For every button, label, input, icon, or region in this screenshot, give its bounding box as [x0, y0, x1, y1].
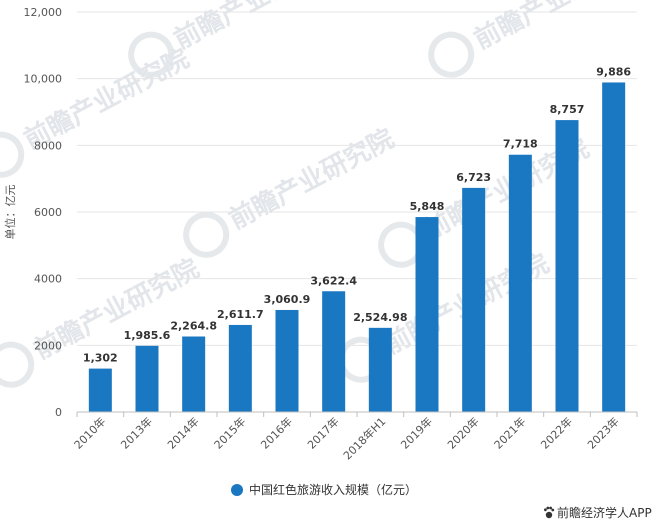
bar: [135, 345, 159, 412]
watermark: 前瞻产业研究院: [0, 43, 194, 178]
legend: 中国红色旅游收入规模（亿元）: [231, 482, 417, 497]
bar: [275, 309, 299, 412]
y-axis-title: 单位：亿元: [3, 185, 17, 240]
x-tick-label: 2014年: [164, 414, 201, 451]
brand: 前瞻经济学人APP: [544, 505, 652, 520]
data-label: 2,264.8: [170, 320, 217, 333]
bar: [368, 327, 392, 412]
x-tick-label: 2020年: [444, 414, 481, 451]
x-tick-label: 2016年: [258, 414, 295, 451]
bar: [508, 154, 532, 412]
paw-logo-icon: [544, 506, 555, 519]
gridlines: [77, 11, 637, 346]
bar: [415, 217, 439, 412]
x-tick-label: 2013年: [118, 414, 155, 451]
x-tick-label: 2010年: [71, 414, 108, 451]
data-labels: 1,302 1,985.62,264.82,611.73,060.9 3,622.4…: [83, 65, 631, 364]
legend-label: 中国红色旅游收入规模（亿元）: [249, 482, 417, 497]
data-label: 3,622.4: [310, 274, 357, 287]
x-axis-ticks: 2010年 2013年 2014年 2015年 2016年 2017年 2018年H1 201…: [71, 412, 638, 462]
data-label: 7,718: [503, 138, 538, 151]
bar: [555, 120, 579, 412]
x-tick-label: 2021年: [491, 414, 528, 451]
bar: [462, 187, 486, 412]
y-tick-label: 4000: [34, 273, 62, 286]
watermark: 前瞻产业研究院: [183, 123, 399, 258]
x-tick-label: 2018年H1: [340, 414, 388, 462]
y-tick-label: 0: [55, 406, 62, 419]
x-tick-label: 2019年: [398, 414, 435, 451]
bar: [228, 324, 252, 412]
legend-marker: [231, 484, 243, 496]
x-tick-label: 2022年: [538, 414, 575, 451]
data-label: 5,848: [410, 200, 445, 213]
bar: [322, 291, 346, 412]
bar-series: [88, 82, 626, 412]
y-tick-label: 2000: [34, 339, 62, 352]
data-label: 1,985.6: [124, 329, 171, 342]
data-label: 6,723: [456, 171, 491, 184]
watermark-text: 前瞻产业研究院: [224, 123, 399, 236]
bar: [602, 82, 626, 412]
data-label: 9,886: [596, 65, 631, 78]
y-tick-label: 10,000: [24, 73, 63, 86]
y-tick-label: 6000: [34, 206, 62, 219]
data-label: 3,060.9: [264, 293, 311, 306]
data-label: 2,524.98: [353, 311, 407, 324]
x-tick-label: 2017年: [304, 414, 341, 451]
data-label: 2,611.7: [217, 308, 264, 321]
x-tick-label: 2015年: [211, 414, 248, 451]
y-tick-label: 12,000: [24, 6, 63, 19]
watermark-text: 前瞻产业研究院: [469, 0, 644, 56]
data-label: 1,302: [83, 352, 118, 365]
y-axis-ticks: 0 2000 4000 6000 8000 10,000 12,000: [24, 6, 63, 419]
x-tick-label: 2023年: [584, 414, 621, 451]
y-tick-label: 8000: [34, 139, 62, 152]
watermark-text: 前瞻产业研究院: [169, 0, 344, 56]
bar: [182, 336, 206, 412]
data-label: 8,757: [550, 103, 585, 116]
bar: [88, 368, 112, 412]
brand-text: 前瞻经济学人APP: [557, 505, 652, 520]
